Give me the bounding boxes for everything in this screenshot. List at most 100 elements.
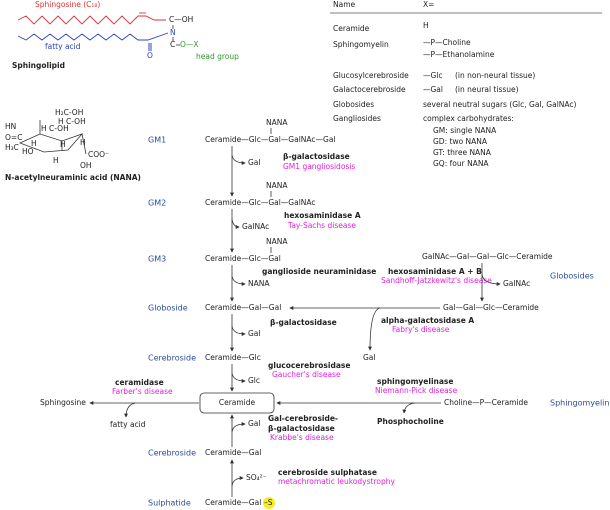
atom: O	[147, 51, 153, 60]
row-name: Galactocerebroside	[333, 85, 406, 94]
enzyme: Gal-cerebroside-	[268, 414, 338, 423]
atom: N	[170, 28, 176, 37]
branch-arrow	[402, 402, 416, 414]
product: GalNAc	[503, 279, 530, 288]
disease: Sandhoff-Jatzkewitz's disease	[381, 276, 492, 285]
product: fatty acid	[110, 420, 146, 429]
branch-arrow	[231, 154, 246, 165]
enzyme: cerebroside sulphatase	[278, 468, 377, 477]
column-header: X=	[423, 0, 434, 9]
side-group: NANA	[266, 237, 288, 246]
atom: H₃C	[5, 143, 19, 152]
fatty-acid-label: fatty acid	[45, 42, 81, 51]
level-label: GM1	[148, 136, 166, 145]
row-name: Ceramide	[333, 24, 370, 33]
title: Sphingolipid	[12, 61, 65, 70]
ceramide: Ceramide	[219, 398, 256, 407]
level-label: Globoside	[148, 304, 188, 313]
bond	[81, 133, 87, 155]
enzyme: β-galactosidase	[283, 152, 350, 161]
atom: HN	[5, 122, 16, 131]
branch-arrow	[481, 273, 501, 286]
enzyme: ganglioside neuraminidase	[262, 267, 376, 276]
compound: Ceramide—Glc—Gal—GalNAc—Gal	[205, 135, 336, 144]
row-value: complex carbohydrates:	[423, 114, 514, 123]
disease: Tay-Sachs disease	[287, 221, 356, 230]
branch-arrow	[231, 372, 246, 383]
disease: Krabbe's disease	[270, 433, 334, 442]
atom: O—X	[180, 40, 199, 49]
compound: Ceramide—Gal	[205, 498, 261, 507]
sphingosine-chain	[17, 15, 166, 25]
level-label: Globosides	[550, 272, 594, 281]
enzyme: β-galactosidase	[270, 318, 337, 327]
compound: Choline—P—Ceramide	[444, 398, 528, 407]
ceramide-box	[199, 392, 275, 414]
highlight-group: –S	[264, 498, 273, 507]
enzyme: alpha-galactosidase A	[381, 316, 474, 325]
atom: O=C	[5, 133, 22, 142]
level-label: Sulphatide	[148, 499, 191, 508]
highlight	[263, 497, 275, 509]
level-label: Cerebroside	[148, 354, 196, 363]
enzyme: glucocerebrosidase	[268, 361, 350, 370]
branch-arrow	[231, 218, 240, 229]
disease: GM1 gangliosidosis	[283, 162, 355, 171]
level-label: GM2	[148, 199, 166, 208]
row-value: —P—Ethanolamine	[423, 50, 495, 59]
row-value: —Glc	[423, 71, 443, 80]
fatty-acid-chain	[17, 32, 169, 41]
compound: Gal—Gal—Glc—Ceramide	[443, 303, 539, 312]
row-name: Gangliosides	[333, 114, 381, 123]
compound: GalNAc—Gal—Gal—Glc—Ceramide	[422, 252, 553, 261]
enzyme: ceramidase	[115, 378, 164, 387]
row-value: GT: three NANA	[433, 148, 492, 157]
product: NANA	[248, 279, 270, 288]
sphingosine-label: Sphingosine (C₁₈)	[35, 0, 100, 9]
row-value: GQ: four NANA	[433, 159, 489, 168]
row-name: Glucosylcerebroside	[333, 71, 409, 80]
atom: H	[80, 138, 86, 147]
enzyme: hexosaminidase A + B	[388, 267, 482, 276]
side-group: NANA	[266, 181, 288, 190]
enzyme: hexosaminidase A	[284, 211, 361, 220]
disease: Niemann-Pick disease	[375, 386, 458, 395]
side-group: NANA	[266, 118, 288, 127]
product: Gal	[248, 419, 261, 428]
disease: metachromatic leukodystrophy	[278, 477, 395, 486]
level-label: Sphingomyelin	[550, 399, 609, 408]
head-group-label: head group	[196, 52, 239, 61]
product: SO₄²⁻	[246, 473, 267, 482]
level-label: Cerebroside	[148, 449, 196, 458]
row-value: GD: two NANA	[433, 137, 488, 146]
atom: H₂C-OH	[55, 108, 83, 117]
branch-arrow	[231, 325, 246, 336]
product: Gal	[363, 353, 376, 362]
compound: Ceramide—Glc	[205, 353, 261, 362]
branch-arrow	[368, 307, 381, 351]
atom: H C-OH	[41, 124, 69, 133]
compound: Ceramide—Gal	[205, 448, 261, 457]
branch-arrow	[231, 476, 244, 487]
row-value: —P—Choline	[423, 38, 471, 47]
disease: Farber's disease	[112, 387, 173, 396]
product: Glc	[248, 376, 260, 385]
enzyme: β-galactosidase	[268, 424, 335, 433]
row-value: (in neural tissue)	[455, 85, 519, 94]
row-value: GM: single NANA	[433, 126, 497, 135]
column-header: Name	[333, 0, 356, 9]
row-value: H	[423, 21, 429, 30]
row-name: Globosides	[333, 100, 374, 109]
atom: H	[60, 140, 66, 149]
level-label: GM3	[148, 255, 166, 264]
product: Sphingosine	[40, 398, 86, 407]
atom: H	[53, 156, 59, 165]
branch-arrow	[124, 402, 136, 418]
enzyme: sphingomyelinase	[377, 377, 454, 386]
row-value: (in non-neural tissue)	[455, 71, 535, 80]
compound: Ceramide—Glc—Gal	[205, 254, 281, 263]
row-name: Sphingomyelin	[333, 40, 389, 49]
atom: HO	[22, 147, 34, 156]
product: Gal	[248, 158, 261, 167]
